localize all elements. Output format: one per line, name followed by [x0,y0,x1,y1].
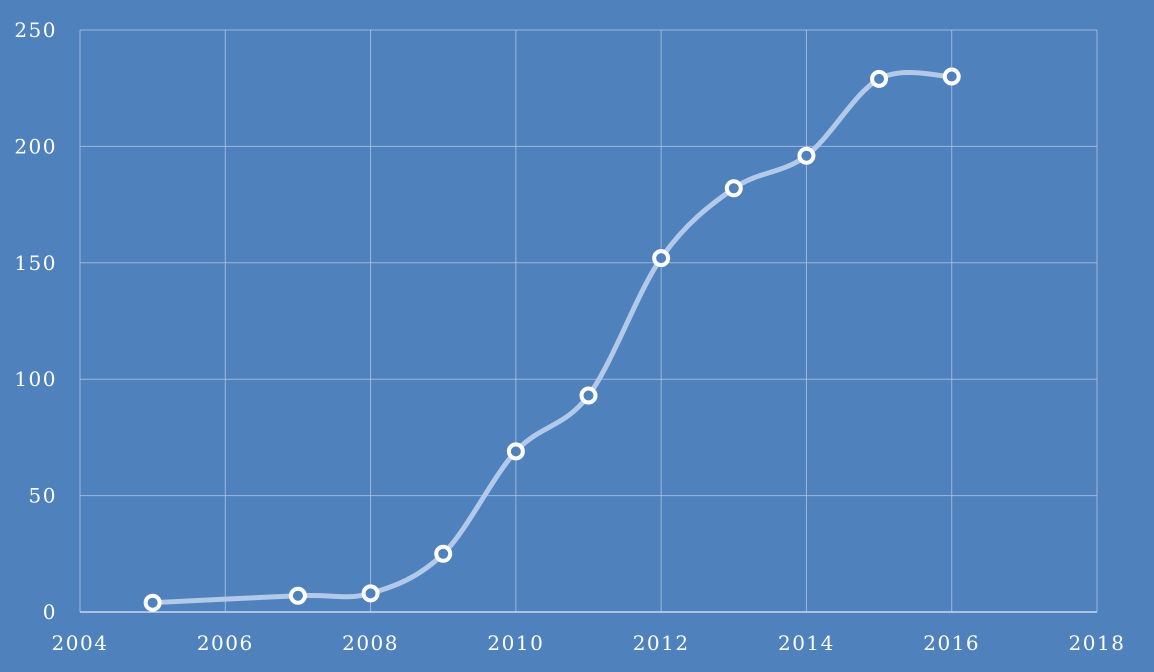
x-tick-label: 2018 [1069,631,1126,655]
x-tick-label: 2008 [342,631,399,655]
data-point [942,67,961,86]
y-tick-label: 150 [14,251,57,275]
data-point [724,179,743,198]
data-point [652,249,671,268]
data-points [143,67,961,612]
data-point [361,584,380,603]
x-tick-label: 2014 [778,631,835,655]
data-point [434,544,453,563]
x-tick-label: 2016 [923,631,980,655]
x-axis-tick-labels: 2004 2006 2008 2010 2012 2014 2016 2018 [52,631,1126,655]
series-line [150,70,955,606]
x-tick-label: 2006 [197,631,254,655]
x-tick-label: 2012 [633,631,690,655]
y-tick-label: 50 [29,484,57,508]
y-axis-tick-labels: 0 50 100 150 200 250 [14,18,57,624]
y-tick-label: 200 [14,134,57,158]
gridlines [79,29,1098,612]
data-point [797,146,816,165]
data-point [870,69,889,88]
y-tick-label: 100 [14,367,57,391]
x-tick-label: 2010 [487,631,544,655]
y-tick-label: 0 [43,600,57,624]
data-point [288,586,307,605]
data-point [579,386,598,405]
y-tick-label: 250 [14,18,57,42]
data-point [143,593,162,612]
series-group [150,70,955,606]
data-point [506,442,525,461]
x-tick-label: 2004 [52,631,109,655]
